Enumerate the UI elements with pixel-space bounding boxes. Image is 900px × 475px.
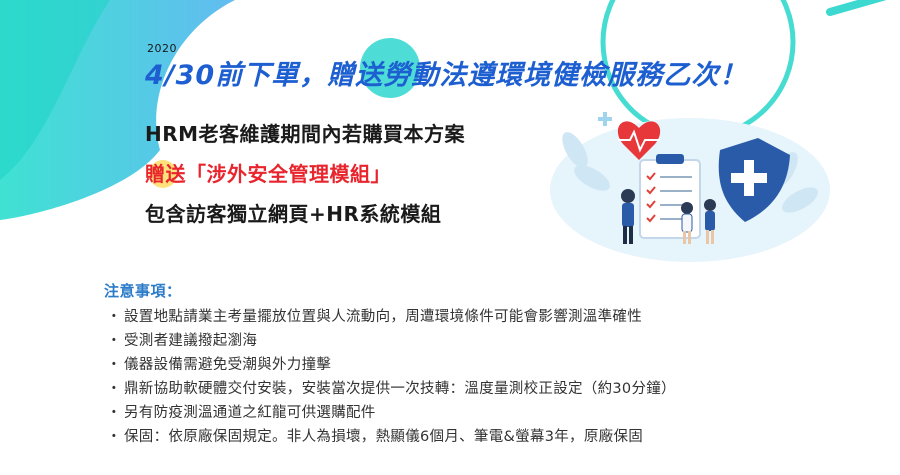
- note-item: ・另有防疫測溫通道之紅龍可供選購配件: [104, 401, 676, 425]
- promo-headline: 4/30前下單，贈送勞動法遵環境健檢服務乙次！: [145, 60, 748, 91]
- note-text: 鼎新協助軟硬體交付安裝，安裝當次提供一次技轉：溫度量測校正設定（約30分鐘）: [124, 381, 676, 397]
- note-item: ・設置地點請業主考量擺放位置與人流動向，周遭環境條件可能會影響測溫準確性: [104, 305, 676, 329]
- bullet: ・: [106, 333, 122, 349]
- gift-label: 贈送: [145, 162, 186, 186]
- note-text: 設置地點請業主考量擺放位置與人流動向，周遭環境條件可能會影響測溫準確性: [124, 309, 642, 325]
- offer-line-2: 贈送 「涉外安全管理模組」: [145, 158, 391, 188]
- note-item: ・受測者建議撥起瀏海: [104, 329, 676, 353]
- gift-highlight: 贈送: [145, 158, 186, 188]
- note-item: ・鼎新協助軟硬體交付安裝，安裝當次提供一次技轉：溫度量測校正設定（約30分鐘）: [104, 377, 676, 401]
- note-text: 保固：依原廠保固規定。非人為損壞，熱顯儀6個月、筆電&螢幕3年，原廠保固: [124, 429, 644, 445]
- bullet: ・: [106, 381, 122, 397]
- bullet: ・: [106, 357, 122, 373]
- note-text: 受測者建議撥起瀏海: [124, 333, 258, 349]
- note-text: 另有防疫測溫通道之紅龍可供選購配件: [124, 405, 376, 421]
- bullet: ・: [106, 309, 122, 325]
- promo-year: 2020: [147, 42, 177, 55]
- notes-list: ・設置地點請業主考量擺放位置與人流動向，周遭環境條件可能會影響測溫準確性・受測者…: [104, 305, 676, 449]
- note-item: ・保固：依原廠保固規定。非人為損壞，熱顯儀6個月、筆電&螢幕3年，原廠保固: [104, 425, 676, 449]
- notes-title: 注意事項：: [104, 282, 182, 300]
- note-text: 儀器設備需避免受潮與外力撞擊: [124, 357, 332, 373]
- offer-line-3: 包含訪客獨立網頁+HR系統模組: [145, 202, 442, 226]
- offer-line-1: HRM老客維護期間內若購買本方案: [145, 122, 466, 146]
- bullet: ・: [106, 429, 122, 445]
- note-item: ・儀器設備需避免受潮與外力撞擊: [104, 353, 676, 377]
- module-name: 「涉外安全管理模組」: [186, 162, 391, 186]
- notes-section: 注意事項： ・設置地點請業主考量擺放位置與人流動向，周遭環境條件可能會影響測溫準…: [104, 280, 676, 449]
- bullet: ・: [106, 405, 122, 421]
